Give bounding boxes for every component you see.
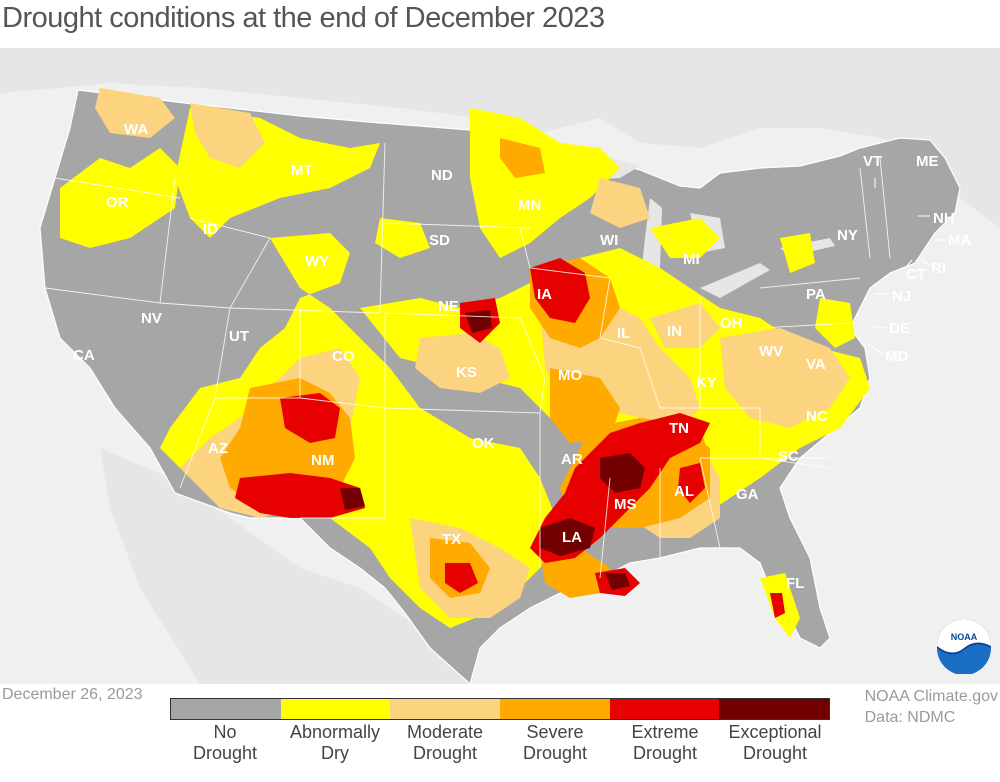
- credit-source: NOAA Climate.gov: [864, 688, 998, 705]
- label-leader-lines: [867, 178, 946, 355]
- state-label-nd: ND: [431, 167, 453, 184]
- drought-map: WA OR CA ID NV MT WY UT AZ CO NM ND SD N…: [0, 48, 1000, 684]
- state-label-ga: GA: [736, 486, 759, 503]
- state-labels: WA OR CA ID NV MT WY UT AZ CO NM ND SD N…: [73, 121, 971, 592]
- state-label-ar: AR: [561, 451, 583, 468]
- state-label-nc: NC: [806, 408, 828, 425]
- state-label-wv: WV: [759, 343, 783, 360]
- legend-swatches: [170, 698, 830, 720]
- noaa-logo: NOAA: [936, 618, 992, 679]
- state-label-tx: TX: [442, 531, 461, 548]
- legend-swatch-abnormally-dry: [280, 699, 391, 719]
- state-label-wy: WY: [305, 253, 329, 270]
- legend-label-abnormally-dry: Abnormally Dry: [289, 722, 381, 763]
- state-label-id: ID: [203, 221, 218, 238]
- state-label-ct: CT: [906, 266, 926, 283]
- state-label-al: AL: [674, 483, 694, 500]
- lake-erie: [700, 263, 770, 298]
- state-label-ca: CA: [73, 347, 95, 364]
- legend-label-exceptional: Exceptional Drought: [728, 722, 822, 763]
- legend-swatch-moderate: [390, 699, 501, 719]
- state-label-md: MD: [885, 348, 908, 365]
- state-label-ne: NE: [438, 298, 459, 315]
- map-date: December 26, 2023: [2, 686, 143, 703]
- state-label-ny: NY: [837, 227, 858, 244]
- map-title: Drought conditions at the end of Decembe…: [2, 2, 605, 34]
- state-label-vt: VT: [863, 153, 882, 170]
- state-label-me: ME: [916, 153, 939, 170]
- state-label-ia: IA: [537, 286, 552, 303]
- state-label-ma: MA: [948, 232, 971, 249]
- state-label-de: DE: [889, 320, 910, 337]
- state-label-ri: RI: [931, 260, 946, 277]
- state-label-nh: NH: [933, 210, 955, 227]
- state-label-la: LA: [562, 529, 582, 546]
- state-label-or: OR: [106, 194, 129, 211]
- state-label-oh: OH: [720, 315, 743, 332]
- state-label-sd: SD: [429, 232, 450, 249]
- credit-data: Data: NDMC: [864, 709, 956, 726]
- state-label-mn: MN: [518, 197, 541, 214]
- state-label-nv: NV: [141, 310, 162, 327]
- state-label-il: IL: [617, 325, 630, 342]
- state-label-nm: NM: [311, 452, 334, 469]
- state-label-tn: TN: [669, 420, 689, 437]
- legend-label-no-drought: No Drought: [192, 722, 258, 763]
- state-label-ut: UT: [229, 328, 249, 345]
- legend-label-extreme: Extreme Drought: [631, 722, 699, 763]
- legend-labels: No Drought Abnormally Dry Moderate Drought …: [170, 720, 830, 764]
- state-label-fl: FL: [786, 575, 804, 592]
- state-label-wi: WI: [600, 232, 618, 249]
- canada-land: [0, 48, 1000, 228]
- state-label-wa: WA: [124, 121, 148, 138]
- state-borders: [44, 142, 891, 579]
- legend-swatch-severe: [500, 699, 610, 719]
- state-label-ok: OK: [472, 435, 495, 452]
- legend-label-moderate: Moderate Drought: [406, 722, 484, 763]
- state-label-sc: SC: [778, 448, 799, 465]
- state-label-ms: MS: [614, 496, 637, 513]
- state-label-co: CO: [332, 348, 355, 365]
- legend-label-severe: Severe Drought: [522, 722, 588, 763]
- state-label-mi: MI: [683, 251, 700, 268]
- mexico-land: [100, 448, 470, 684]
- state-label-ks: KS: [456, 364, 477, 381]
- state-label-ky: KY: [696, 374, 717, 391]
- legend-swatch-no-drought: [171, 699, 281, 719]
- legend-swatch-extreme: [609, 699, 720, 719]
- state-label-pa: PA: [806, 286, 826, 303]
- legend: No Drought Abnormally Dry Moderate Drought …: [170, 698, 830, 764]
- noaa-logo-text: NOAA: [951, 632, 978, 642]
- credit: NOAA Climate.gov Data: NDMC: [865, 686, 998, 728]
- exceptional-drought-areas: [340, 310, 645, 590]
- state-label-in: IN: [667, 323, 682, 340]
- state-label-nj: NJ: [892, 288, 911, 305]
- legend-swatch-exceptional: [719, 699, 830, 719]
- state-label-va: VA: [806, 356, 826, 373]
- state-label-az: AZ: [208, 440, 228, 457]
- state-label-mt: MT: [291, 162, 313, 179]
- state-label-mo: MO: [558, 367, 582, 384]
